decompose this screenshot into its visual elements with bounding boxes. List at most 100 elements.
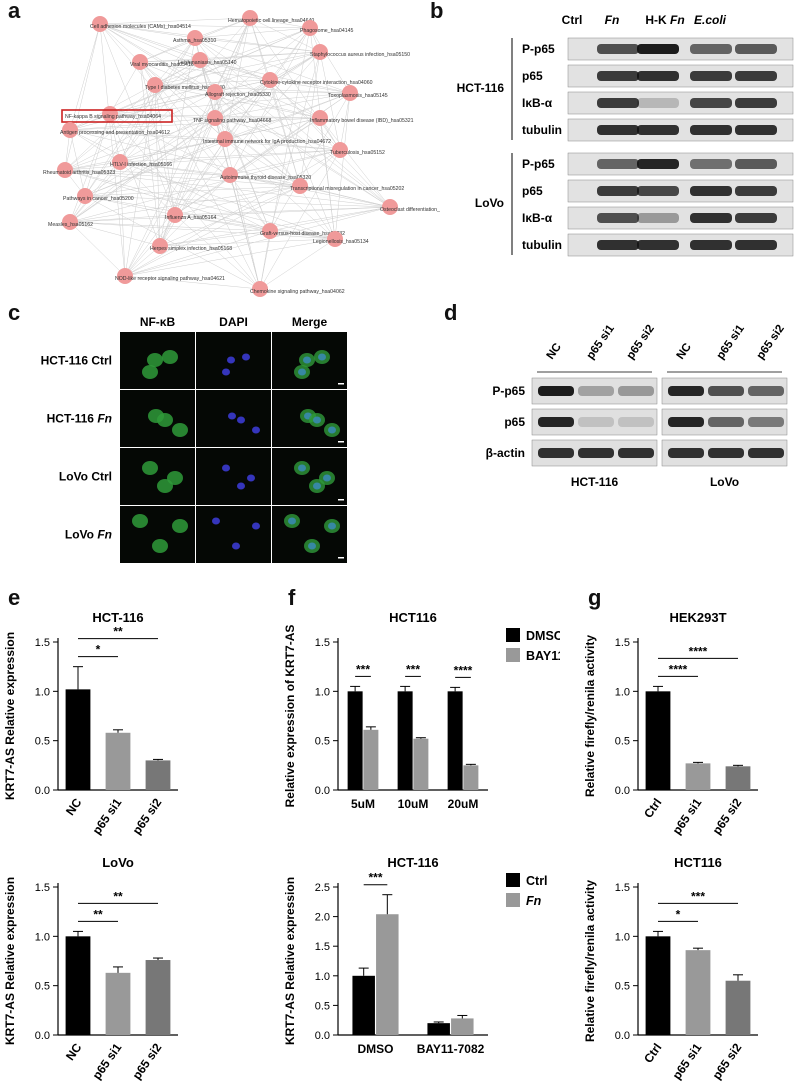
network-node-label: TNF signaling pathway_hsa04668 xyxy=(193,118,272,124)
y-axis-label: KRT7-AS Relative expression xyxy=(3,632,17,800)
network-node xyxy=(192,52,208,68)
nucleus-blue xyxy=(242,353,250,361)
significance-label: ** xyxy=(93,907,103,921)
blot-d-row-label: p65 xyxy=(504,415,525,429)
nucleus-blue xyxy=(252,522,260,530)
blot-b-band xyxy=(637,98,679,108)
scale-bar xyxy=(338,499,344,501)
blot-d-band xyxy=(578,386,614,396)
bar xyxy=(645,691,671,790)
significance-label: **** xyxy=(454,663,473,677)
network-edge xyxy=(119,79,271,163)
network-edge xyxy=(99,23,141,63)
blot-b-band xyxy=(735,71,777,81)
network-edge xyxy=(159,238,336,247)
network-edge xyxy=(99,23,201,61)
legend-label: Ctrl xyxy=(526,874,548,888)
blot-b-band xyxy=(735,44,777,54)
x-tick-label: p65 si1 xyxy=(90,795,125,837)
network-node xyxy=(132,54,148,70)
y-tick-label: 0.5 xyxy=(35,736,50,748)
y-tick-label: 1.5 xyxy=(315,637,330,649)
network-edge xyxy=(269,79,351,94)
significance-label: * xyxy=(96,643,101,657)
network-edge xyxy=(124,238,336,277)
blot-b-band xyxy=(597,159,639,169)
network-edge xyxy=(199,59,391,208)
network-edge xyxy=(339,92,351,151)
network-node xyxy=(302,20,318,36)
network-edge xyxy=(99,23,321,119)
blot-b-strip xyxy=(567,152,794,176)
bar xyxy=(376,914,399,1035)
legend-swatch xyxy=(506,648,520,662)
blot-b-band xyxy=(690,98,732,108)
y-axis-label: Relative expression of KRT7-AS xyxy=(283,625,297,808)
bar xyxy=(397,691,413,790)
network-edge xyxy=(174,117,321,216)
scale-bar xyxy=(338,383,344,385)
network-edge xyxy=(249,17,321,53)
nucleus-blue xyxy=(232,542,240,550)
network-edge xyxy=(174,214,336,240)
chart-e-hct116: HCT-116 KRT7-AS Relative expression 0.0 0.5… xyxy=(3,610,178,837)
nucleus-merge xyxy=(313,416,321,424)
network-node-label: Hematopoietic cell lineage_hsa04640 xyxy=(228,18,314,24)
network-edge xyxy=(269,230,336,240)
western-blot-b: Ctrl Fn H-K Fn E.coli HCT-116 P-p65 p65 IκB-α tu… xyxy=(457,13,794,257)
network-edge xyxy=(64,169,336,240)
cell-green xyxy=(172,519,188,533)
blot-b-band xyxy=(690,186,732,196)
chart-f-hct116-bay: HCT116 Relative expression of KRT7-AS 0.0 0… xyxy=(283,610,560,811)
bar xyxy=(65,689,91,790)
network-edge xyxy=(194,37,321,53)
nucleus-blue xyxy=(222,464,230,472)
y-tick-label: 1.5 xyxy=(35,637,50,649)
blot-d-cell-line: LoVo xyxy=(710,475,739,489)
network-node-label: Allograft rejection_hsa05330 xyxy=(205,92,271,98)
network-node-label: NF-kappa B signaling pathway_hsa04064 xyxy=(65,114,161,120)
y-axis-label: Relative firefly/renila activity xyxy=(583,635,597,797)
network-edge xyxy=(214,17,251,119)
network-node xyxy=(327,231,343,247)
chart-title: LoVo xyxy=(102,855,134,870)
x-tick-label: p65 si1 xyxy=(90,1040,125,1082)
network-edge xyxy=(154,84,321,119)
blot-b-row-label: p65 xyxy=(522,184,543,198)
network-edge xyxy=(199,51,321,61)
blot-d-band xyxy=(578,448,614,458)
blot-d-band xyxy=(538,417,574,427)
network-edge xyxy=(64,169,231,176)
x-tick-label: 5uM xyxy=(351,797,375,811)
network-edge xyxy=(69,129,121,163)
bar xyxy=(685,763,711,790)
y-axis-label: KRT7-AS Relative expression xyxy=(3,877,17,1045)
chart-title: HCT116 xyxy=(389,610,437,625)
network-edge xyxy=(194,37,336,240)
pathway-network: Hematopoietic cell lineage_hsa04640 Phago… xyxy=(43,10,440,297)
network-edge xyxy=(84,195,336,240)
cell-green xyxy=(147,353,163,367)
network-edge xyxy=(84,195,176,216)
network-node xyxy=(342,85,358,101)
cell-green xyxy=(132,514,148,528)
blot-b-band xyxy=(637,44,679,54)
significance-label: **** xyxy=(669,662,688,676)
legend-swatch xyxy=(506,893,520,907)
network-node-label: Pathways in cancer_hsa05200 xyxy=(63,196,134,202)
network-edge xyxy=(69,221,161,247)
panel-letter-g: g xyxy=(588,585,602,610)
nucleus-merge xyxy=(328,426,336,434)
panel-letter-f: f xyxy=(288,585,296,610)
network-node-label: Type I diabetes mellitus_hsa04940 xyxy=(145,85,225,91)
chart-e-lovo: LoVo KRT7-AS Relative expression 0.0 0.5 1.0… xyxy=(3,855,178,1082)
x-tick-label: NC xyxy=(63,1040,85,1063)
network-edge xyxy=(84,185,301,197)
network-node xyxy=(252,281,268,297)
x-tick-label: Ctrl xyxy=(641,796,664,821)
network-edge xyxy=(99,23,216,93)
network-edge xyxy=(229,117,321,176)
panel-letter-c: c xyxy=(8,300,21,325)
panel-letter-d: d xyxy=(444,300,458,325)
